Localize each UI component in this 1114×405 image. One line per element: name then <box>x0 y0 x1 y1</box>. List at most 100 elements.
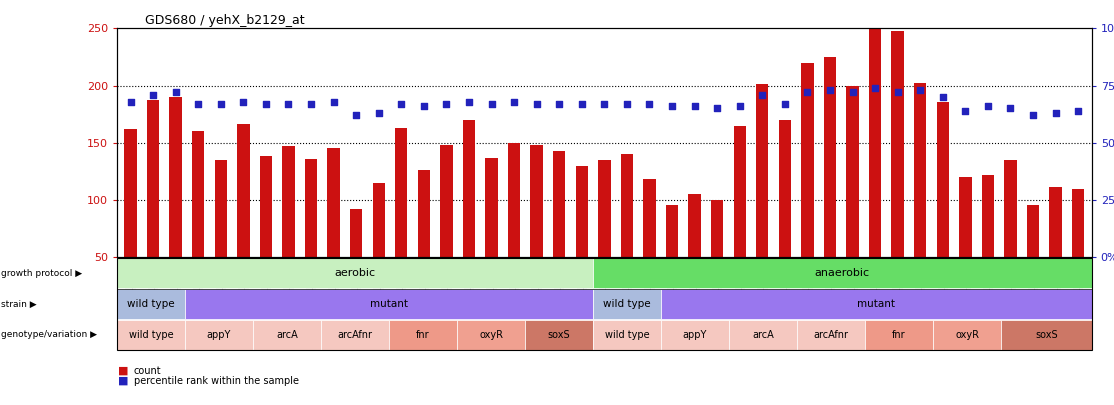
Point <box>324 98 342 105</box>
Point <box>1047 110 1065 116</box>
Text: genotype/variation ▶: genotype/variation ▶ <box>1 330 97 339</box>
Point <box>843 89 861 96</box>
Bar <box>462 120 476 257</box>
Point <box>911 87 929 94</box>
Text: wild type: wild type <box>128 330 174 340</box>
Bar <box>553 151 566 257</box>
Point <box>934 94 951 100</box>
Bar <box>260 156 272 257</box>
Bar <box>937 102 949 257</box>
Point <box>414 103 432 109</box>
Point <box>776 100 794 107</box>
Point <box>889 89 907 96</box>
Text: mutant: mutant <box>370 299 408 309</box>
Point <box>167 89 185 96</box>
Point <box>460 98 478 105</box>
Bar <box>282 146 295 257</box>
Bar <box>711 200 723 257</box>
Point <box>686 103 704 109</box>
Bar <box>237 124 250 257</box>
Point <box>799 89 817 96</box>
Text: arcA: arcA <box>276 330 297 340</box>
Bar <box>508 143 520 257</box>
Point <box>121 98 139 105</box>
Bar <box>1005 160 1017 257</box>
Bar <box>823 57 837 257</box>
Bar <box>666 205 678 257</box>
Point <box>189 100 207 107</box>
Point <box>731 103 749 109</box>
Bar <box>372 183 385 257</box>
Bar <box>801 63 813 257</box>
Point <box>257 100 275 107</box>
Bar <box>688 194 701 257</box>
Bar <box>869 28 881 257</box>
Bar <box>192 131 204 257</box>
Bar <box>847 85 859 257</box>
Point <box>1069 107 1087 114</box>
Point <box>370 110 388 116</box>
Bar <box>215 160 227 257</box>
Text: arcAfnr: arcAfnr <box>813 330 849 340</box>
Text: mutant: mutant <box>858 299 896 309</box>
Point <box>663 103 681 109</box>
Point <box>641 100 658 107</box>
Point <box>709 105 726 112</box>
Bar <box>620 154 633 257</box>
Bar <box>1072 189 1084 257</box>
Point <box>438 100 456 107</box>
Bar <box>530 145 543 257</box>
Bar <box>959 177 971 257</box>
Text: percentile rank within the sample: percentile rank within the sample <box>134 376 299 386</box>
Bar <box>576 166 588 257</box>
Bar <box>395 128 408 257</box>
Point <box>595 100 613 107</box>
Text: aerobic: aerobic <box>334 268 375 278</box>
Point <box>348 112 365 119</box>
Point <box>821 87 839 94</box>
Point <box>302 100 320 107</box>
Text: strain ▶: strain ▶ <box>1 299 37 309</box>
Point <box>505 98 522 105</box>
Point <box>212 100 229 107</box>
Text: wild type: wild type <box>605 330 649 340</box>
Bar <box>733 126 746 257</box>
Point <box>482 100 500 107</box>
Bar <box>486 158 498 257</box>
Bar <box>1027 205 1039 257</box>
Point <box>144 92 162 98</box>
Text: appY: appY <box>207 330 232 340</box>
Bar <box>913 83 927 257</box>
Text: ■: ■ <box>118 376 128 386</box>
Text: anaerobic: anaerobic <box>814 268 870 278</box>
Text: wild type: wild type <box>603 299 651 309</box>
Point <box>280 100 297 107</box>
Point <box>573 100 590 107</box>
Text: appY: appY <box>683 330 707 340</box>
Bar <box>147 100 159 257</box>
Point <box>618 100 636 107</box>
Bar <box>1049 188 1062 257</box>
Bar <box>440 145 452 257</box>
Point <box>979 103 997 109</box>
Bar <box>328 149 340 257</box>
Point <box>528 100 546 107</box>
Bar <box>350 209 362 257</box>
Text: soxS: soxS <box>548 330 570 340</box>
Point <box>550 100 568 107</box>
Text: soxS: soxS <box>1035 330 1057 340</box>
Bar <box>305 159 317 257</box>
Text: count: count <box>134 366 162 375</box>
Text: fnr: fnr <box>417 330 430 340</box>
Point <box>234 98 252 105</box>
Bar <box>756 84 769 257</box>
Bar <box>169 97 182 257</box>
Text: GDS680 / yehX_b2129_at: GDS680 / yehX_b2129_at <box>145 14 304 27</box>
Text: arcA: arcA <box>752 330 774 340</box>
Text: wild type: wild type <box>127 299 175 309</box>
Text: oxyR: oxyR <box>955 330 979 340</box>
Point <box>867 85 885 91</box>
Point <box>1024 112 1042 119</box>
Text: fnr: fnr <box>892 330 906 340</box>
Point <box>753 92 771 98</box>
